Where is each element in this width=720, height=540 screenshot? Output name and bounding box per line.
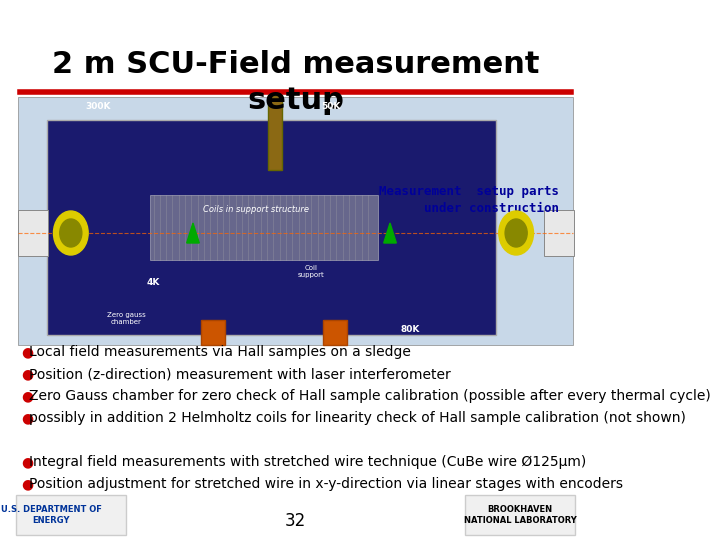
FancyBboxPatch shape xyxy=(150,195,378,260)
Text: Position adjustment for stretched wire in x-y-direction via linear stages with e: Position adjustment for stretched wire i… xyxy=(29,477,623,491)
Polygon shape xyxy=(384,223,396,243)
Text: ●: ● xyxy=(21,411,33,425)
Text: 80K: 80K xyxy=(400,325,420,334)
Polygon shape xyxy=(186,223,199,243)
Text: Coils in support structure: Coils in support structure xyxy=(203,206,309,214)
Text: ●: ● xyxy=(21,389,33,403)
Text: 4K: 4K xyxy=(147,278,161,287)
Circle shape xyxy=(53,211,88,255)
Text: Coil
support: Coil support xyxy=(298,266,325,279)
Text: possibly in addition 2 Helmholtz coils for linearity check of Hall sample calibr: possibly in addition 2 Helmholtz coils f… xyxy=(29,411,686,425)
Text: BROOKHAVEN
NATIONAL LABORATORY: BROOKHAVEN NATIONAL LABORATORY xyxy=(464,505,577,525)
FancyBboxPatch shape xyxy=(18,210,48,256)
Circle shape xyxy=(60,219,82,247)
Text: ●: ● xyxy=(21,477,33,491)
Text: ●: ● xyxy=(21,367,33,381)
Text: Zero gauss
chamber: Zero gauss chamber xyxy=(107,312,145,325)
FancyBboxPatch shape xyxy=(268,95,282,170)
Text: Measurement  setup parts
under construction: Measurement setup parts under constructi… xyxy=(379,185,559,215)
FancyBboxPatch shape xyxy=(16,495,126,535)
Text: 2 m SCU-Field measurement
setup: 2 m SCU-Field measurement setup xyxy=(52,50,539,115)
Text: Integral field measurements with stretched wire technique (CuBe wire Ø125μm): Integral field measurements with stretch… xyxy=(29,455,586,469)
Text: 50K: 50K xyxy=(321,102,341,111)
Text: 32: 32 xyxy=(285,512,306,530)
Text: U.S. DEPARTMENT OF
ENERGY: U.S. DEPARTMENT OF ENERGY xyxy=(1,505,102,525)
Circle shape xyxy=(505,219,527,247)
Text: Position (z-direction) measurement with laser interferometer: Position (z-direction) measurement with … xyxy=(29,367,451,381)
Text: ●: ● xyxy=(21,455,33,469)
FancyBboxPatch shape xyxy=(18,97,573,345)
Text: 300K: 300K xyxy=(86,102,111,111)
FancyBboxPatch shape xyxy=(465,495,575,535)
Text: ●: ● xyxy=(21,345,33,359)
FancyBboxPatch shape xyxy=(47,120,496,335)
FancyBboxPatch shape xyxy=(201,320,225,345)
FancyBboxPatch shape xyxy=(544,210,574,256)
FancyBboxPatch shape xyxy=(323,320,346,345)
Text: Zero Gauss chamber for zero check of Hall sample calibration (possible after eve: Zero Gauss chamber for zero check of Hal… xyxy=(29,389,711,403)
Text: Local field measurements via Hall samples on a sledge: Local field measurements via Hall sample… xyxy=(29,345,411,359)
Circle shape xyxy=(499,211,534,255)
